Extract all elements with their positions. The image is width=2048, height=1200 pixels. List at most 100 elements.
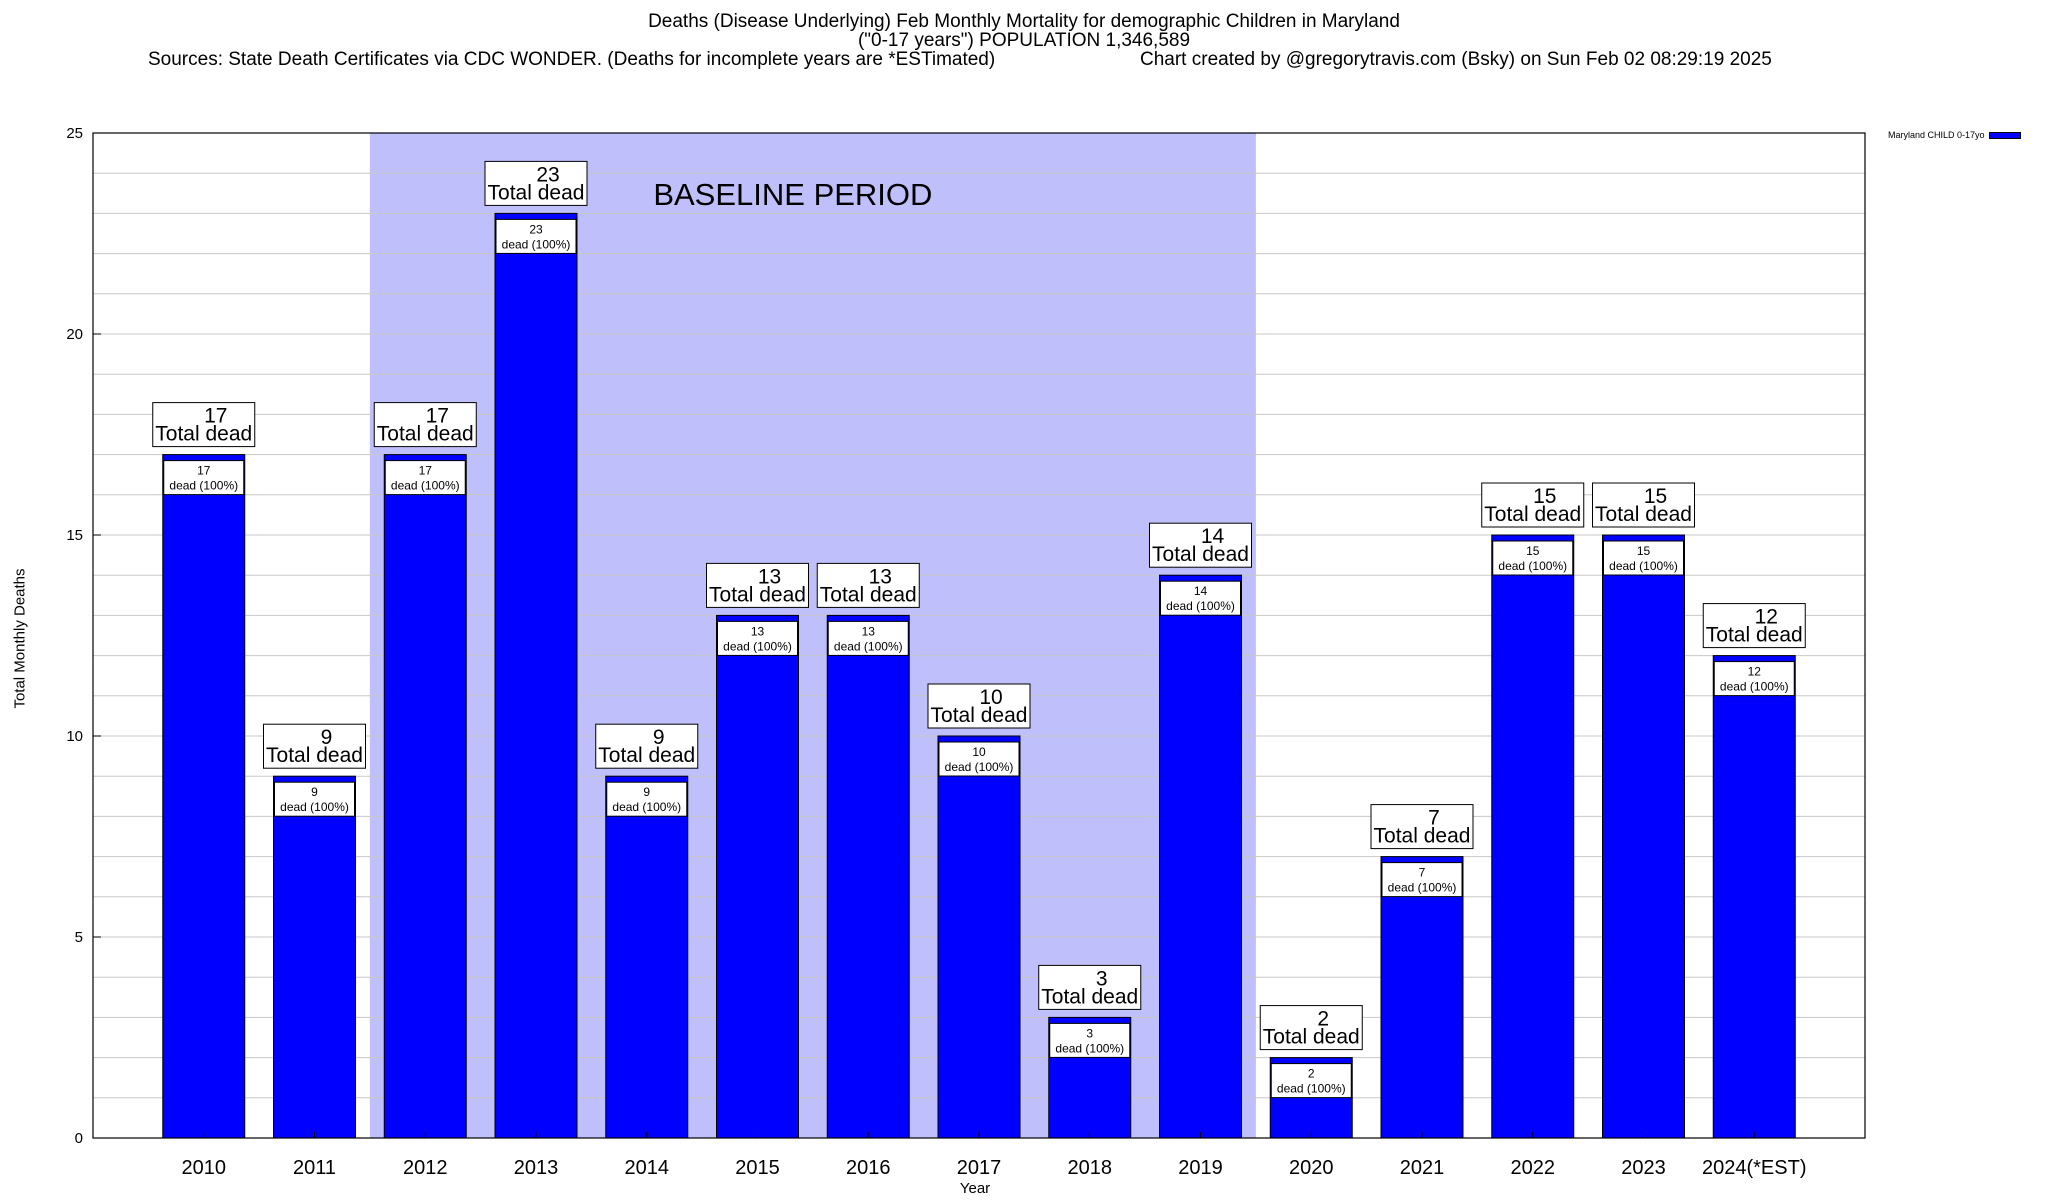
- bar: [273, 775, 356, 1139]
- total-label-box: [1370, 804, 1474, 850]
- inner-label-text: dead (100%): [1166, 599, 1235, 613]
- total-label-box: [484, 160, 588, 206]
- inner-label-box: [384, 460, 466, 496]
- inner-label-value: 9: [311, 785, 318, 799]
- total-label-text: Total dead: [1595, 503, 1692, 526]
- x-tick-label: 2016: [846, 1157, 891, 1179]
- inner-label-box: [1713, 661, 1795, 697]
- total-label-box: [1038, 964, 1142, 1010]
- total-label-text: Total dead: [488, 181, 585, 204]
- total-label-text: Total dead: [1152, 543, 1249, 566]
- total-label-text: Total dead: [1706, 624, 1803, 647]
- x-tick-label: 2018: [1068, 1157, 1113, 1179]
- x-tick-label: 2022: [1511, 1157, 1556, 1179]
- total-label-value: 15: [1644, 485, 1667, 508]
- total-label-box: [1592, 482, 1695, 528]
- bar: [383, 454, 467, 1139]
- inner-label-text: dead (100%): [169, 479, 238, 493]
- total-label-text: Total dead: [1374, 825, 1471, 848]
- x-tick-label: 2012: [403, 1157, 448, 1179]
- total-label-text: Total dead: [820, 583, 917, 606]
- inner-label-text: dead (100%): [945, 760, 1014, 774]
- inner-label-text: dead (100%): [612, 800, 681, 814]
- total-label-box: [706, 562, 809, 608]
- total-label-text: Total dead: [709, 583, 806, 606]
- inner-label-box: [1160, 580, 1241, 616]
- inner-label-box: [274, 781, 355, 817]
- inner-label-value: 9: [643, 785, 650, 799]
- chart-credit: Chart created by @gregorytravis.com (Bsk…: [1140, 49, 1772, 70]
- total-label-text: Total dead: [266, 744, 363, 767]
- total-label-text: Total dead: [155, 423, 252, 446]
- x-tick-label: 2020: [1289, 1157, 1334, 1179]
- total-label-box: [373, 402, 477, 448]
- inner-label-box: [1603, 540, 1684, 576]
- inner-label-value: 3: [1086, 1026, 1093, 1040]
- inner-label-value: 23: [529, 222, 543, 236]
- bar: [1712, 655, 1796, 1139]
- chart-title: Deaths (Disease Underlying) Feb Monthly …: [648, 11, 1400, 32]
- legend-swatch: [1988, 132, 2021, 140]
- inner-label-value: 13: [751, 624, 765, 638]
- total-label-value: 2: [1317, 1008, 1329, 1031]
- bar: [1380, 856, 1464, 1139]
- total-label-value: 14: [1201, 525, 1225, 548]
- total-label-box: [927, 683, 1031, 729]
- y-tick-label: 10: [66, 728, 83, 745]
- inner-label-box: [606, 781, 688, 817]
- x-tick-label: 2010: [182, 1157, 227, 1179]
- total-label-value: 9: [653, 726, 665, 749]
- inner-label-box: [1381, 862, 1463, 898]
- y-tick-label: 20: [66, 326, 83, 343]
- inner-label-value: 10: [972, 745, 986, 759]
- bar: [937, 735, 1021, 1139]
- x-tick-label: 2019: [1178, 1157, 1223, 1179]
- total-label-box: [816, 562, 920, 608]
- chart-subtitle: ("0-17 years") POPULATION 1,346,589: [857, 30, 1191, 51]
- total-label-box: [1702, 603, 1806, 649]
- bar: [162, 454, 246, 1139]
- inner-label-value: 17: [419, 464, 433, 478]
- total-label-text: Total dead: [598, 744, 695, 767]
- x-tick-label: 2015: [735, 1157, 780, 1179]
- total-label-text: Total dead: [377, 423, 474, 446]
- bar: [494, 212, 578, 1139]
- total-label-box: [1481, 482, 1585, 528]
- x-tick-label: 2013: [514, 1157, 559, 1179]
- inner-label-value: 12: [1748, 665, 1762, 679]
- inner-label-text: dead (100%): [1609, 559, 1678, 573]
- chart-header: Deaths (Disease Underlying) Feb Monthly …: [0, 12, 2048, 72]
- plot-frame: [92, 132, 1866, 1139]
- inner-label-value: 13: [862, 624, 876, 638]
- x-tick-label: 2024(*EST): [1702, 1157, 1807, 1179]
- total-label-value: 23: [536, 163, 559, 186]
- inner-label-box: [1492, 540, 1574, 576]
- inner-label-box: [495, 218, 577, 254]
- inner-label-box: [1049, 1022, 1131, 1058]
- y-tick-label: 5: [75, 929, 83, 946]
- bar: [605, 775, 689, 1139]
- chart-sources: Sources: State Death Certificates via CD…: [148, 49, 996, 70]
- x-tick-label: 2023: [1621, 1157, 1666, 1179]
- legend: Maryland CHILD 0-17yo: [1888, 130, 2021, 140]
- inner-label-text: dead (100%): [1498, 559, 1567, 573]
- total-label-value: 3: [1096, 967, 1108, 990]
- total-label-value: 13: [758, 565, 781, 588]
- inner-label-text: dead (100%): [1388, 881, 1457, 895]
- inner-label-text: dead (100%): [1055, 1041, 1124, 1055]
- total-label-value: 15: [1533, 485, 1556, 508]
- inner-label-box: [827, 620, 909, 656]
- inner-label-text: dead (100%): [502, 237, 571, 251]
- y-tick-label: 25: [66, 125, 83, 142]
- inner-label-box: [717, 620, 798, 656]
- bar: [1602, 534, 1685, 1139]
- y-axis-label: Total Monthly Deaths: [11, 568, 29, 709]
- total-label-box: [595, 723, 699, 769]
- total-label-box: [263, 723, 366, 769]
- inner-label-box: [163, 460, 245, 496]
- inner-label-value: 15: [1637, 544, 1651, 558]
- total-label-value: 9: [321, 726, 333, 749]
- total-label-text: Total dead: [1263, 1026, 1360, 1049]
- chart-subrow: Sources: State Death Certificates via CD…: [0, 50, 2048, 72]
- inner-label-value: 15: [1526, 544, 1540, 558]
